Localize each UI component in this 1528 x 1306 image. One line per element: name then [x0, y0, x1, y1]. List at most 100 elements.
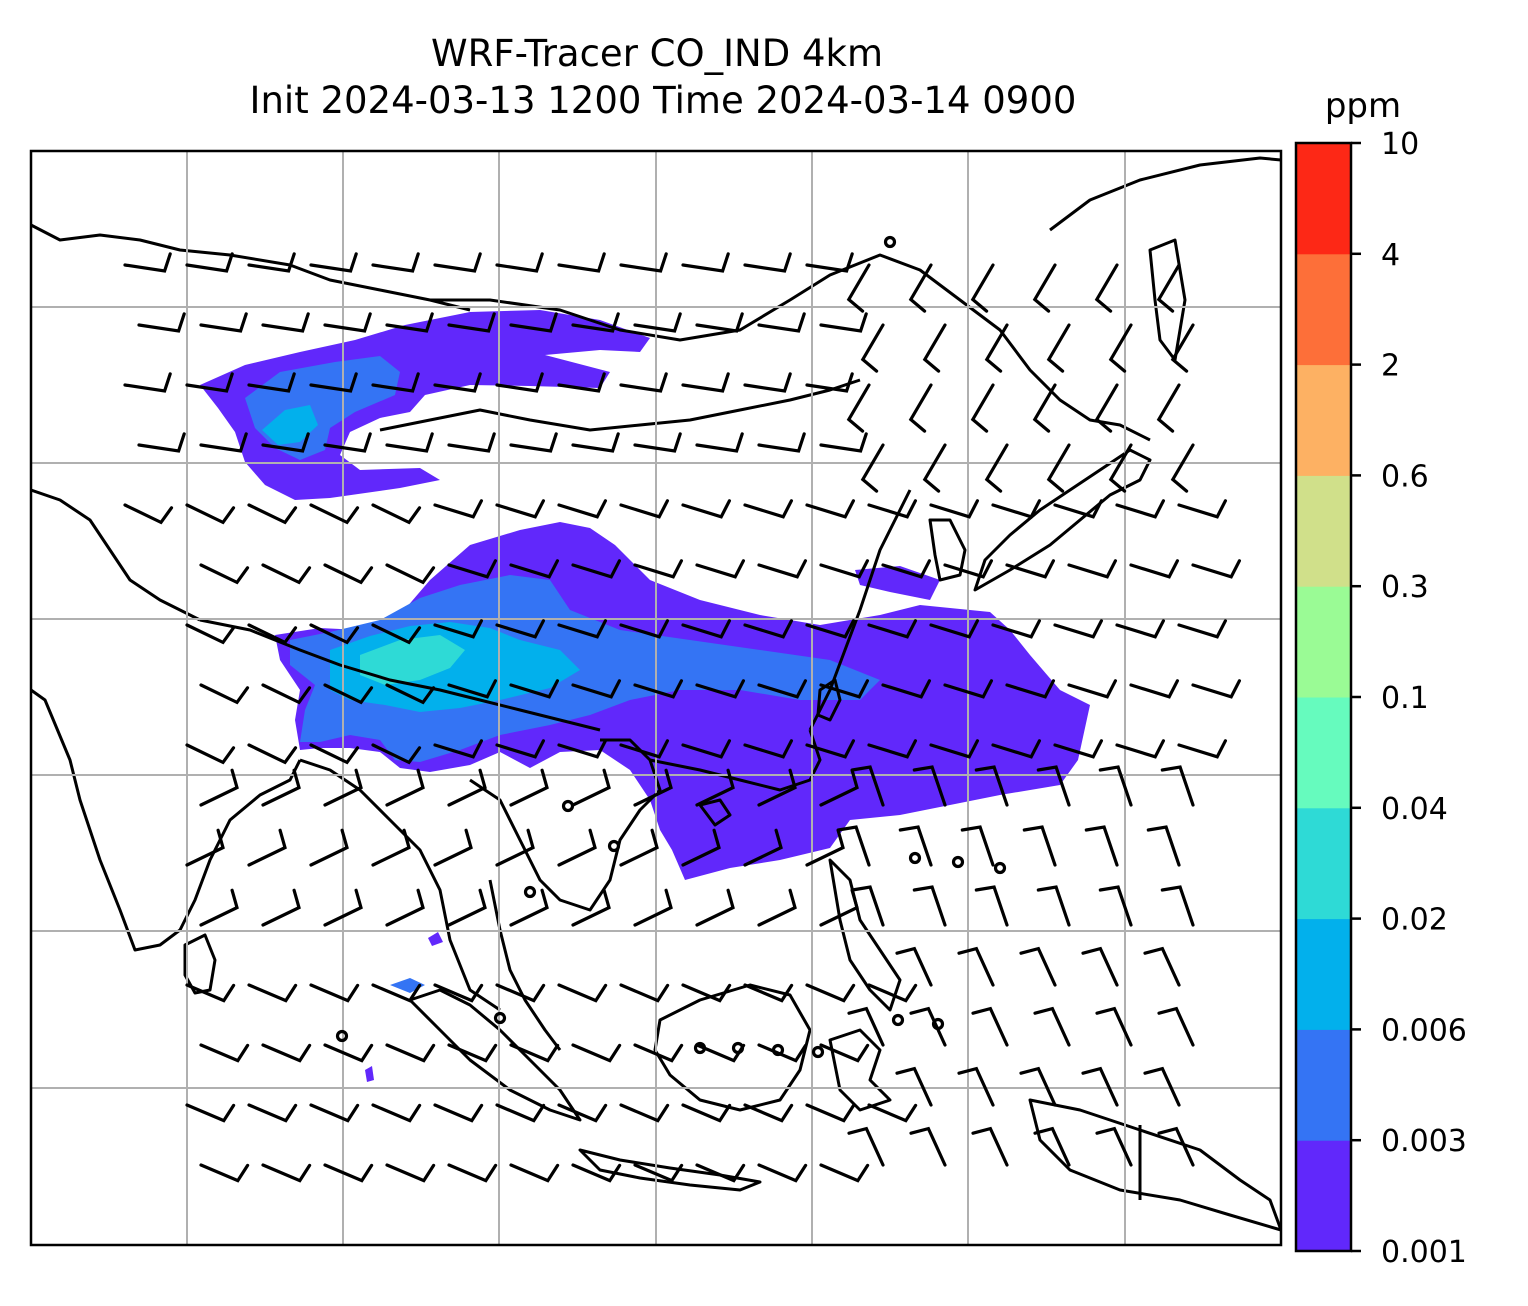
wind-barb	[1191, 559, 1241, 579]
colorbar-band	[1296, 1029, 1351, 1141]
wind-barb	[247, 743, 298, 765]
calm-wind-marker	[883, 235, 897, 249]
wind-barb	[309, 372, 358, 393]
wind-barb	[971, 1126, 1009, 1167]
wind-barb	[695, 559, 745, 579]
wind-barb	[898, 825, 933, 867]
plume-spot-2	[428, 932, 443, 946]
wind-barb	[991, 499, 1041, 519]
wind-barb	[1146, 825, 1181, 867]
wind-barb	[633, 1163, 684, 1183]
wind-barb	[1108, 443, 1133, 493]
wind-barb	[681, 372, 730, 393]
wind-barb	[1036, 885, 1071, 927]
wind-barb	[860, 443, 885, 493]
sulawesi	[828, 1028, 892, 1112]
wind-barb	[971, 1006, 1009, 1047]
wind-barb	[867, 619, 917, 639]
wind-barb	[1033, 1126, 1071, 1167]
wind-barb	[557, 372, 606, 393]
calm-wind-marker	[951, 855, 965, 869]
colorbar-band	[1296, 143, 1351, 255]
colorbar: ppm 0.001 0.003 0.006 0.02 0.04 0.1 0.3 0.6 2 4 10	[1294, 86, 1467, 1270]
wind-barb	[912, 885, 947, 927]
wind-barb	[681, 1103, 732, 1123]
wind-barb	[571, 679, 621, 699]
wind-barb	[495, 619, 545, 639]
wind-barb	[1094, 383, 1119, 433]
wind-barb	[805, 983, 856, 1003]
mongolia-border	[379, 378, 861, 432]
wind-barb	[385, 683, 436, 705]
sumatra	[408, 988, 582, 1122]
wind-barb	[633, 1043, 684, 1063]
wind-barb	[509, 888, 549, 927]
wind-barb	[261, 888, 301, 927]
hainan	[698, 798, 732, 827]
wind-barb	[447, 559, 497, 579]
wind-barb	[908, 263, 933, 313]
calm-wind-marker	[523, 885, 537, 899]
wind-barb	[433, 372, 482, 393]
wind-barb	[571, 432, 620, 453]
title-line1: WRF-Tracer CO_IND 4km	[431, 32, 883, 75]
wind-barb	[743, 252, 792, 273]
wind-barb	[123, 503, 174, 525]
wind-barb	[447, 679, 497, 699]
wind-barb	[846, 383, 871, 433]
wind-barb	[371, 983, 422, 1003]
wind-barb	[633, 312, 682, 333]
pakistan-border	[31, 488, 201, 622]
wind-barb	[1032, 263, 1057, 313]
wind-barb	[247, 623, 298, 645]
wind-barb	[757, 679, 807, 699]
wind-barb	[957, 1066, 995, 1107]
wind-barb	[199, 432, 248, 453]
wind-barb	[881, 679, 931, 699]
wind-barb	[199, 1163, 250, 1183]
colorbar-tick-label: 10	[1381, 127, 1419, 162]
wind-barb	[619, 1103, 670, 1123]
wind-barb	[247, 983, 298, 1003]
wind-barb	[123, 372, 172, 393]
wind-barb	[1022, 825, 1057, 867]
wind-barb	[909, 1006, 947, 1047]
wind-barb	[247, 252, 296, 273]
wind-barb	[447, 768, 487, 807]
wind-barb	[371, 372, 420, 393]
wind-barb	[371, 828, 411, 867]
wind-barb	[757, 312, 806, 333]
wind-barb	[447, 432, 496, 453]
wind-barb	[309, 1103, 360, 1123]
wind-barb	[1019, 946, 1057, 987]
colorbar-band	[1296, 364, 1351, 476]
wind-barb	[137, 312, 186, 333]
wind-barb	[743, 983, 794, 1003]
map-frame	[29, 149, 1283, 1247]
wind-barb	[309, 623, 360, 645]
calm-wind-marker	[335, 1029, 349, 1043]
china-east-coast	[808, 489, 912, 731]
wind-barb	[922, 443, 947, 493]
wind-barb	[199, 768, 239, 807]
wind-barb	[323, 432, 372, 453]
wind-barb	[757, 1163, 808, 1183]
wind-barb	[1067, 559, 1117, 579]
wind-barb	[1053, 619, 1103, 639]
wind-barb	[895, 946, 933, 987]
wind-barb	[1053, 739, 1103, 759]
wind-barb	[743, 372, 792, 393]
wind-barb	[819, 679, 869, 699]
wind-barb	[1053, 499, 1103, 519]
java	[578, 1148, 762, 1192]
wind-barb	[199, 312, 248, 333]
plume-spot-4	[365, 1066, 374, 1082]
wind-barb	[681, 499, 731, 519]
coastlines	[31, 156, 1281, 1232]
wind-barb	[495, 252, 544, 273]
wind-barb	[881, 559, 931, 579]
wind-barb	[805, 372, 854, 393]
wind-barb	[1115, 619, 1165, 639]
wind-barb	[385, 1043, 436, 1063]
wind-barb	[557, 1103, 608, 1123]
